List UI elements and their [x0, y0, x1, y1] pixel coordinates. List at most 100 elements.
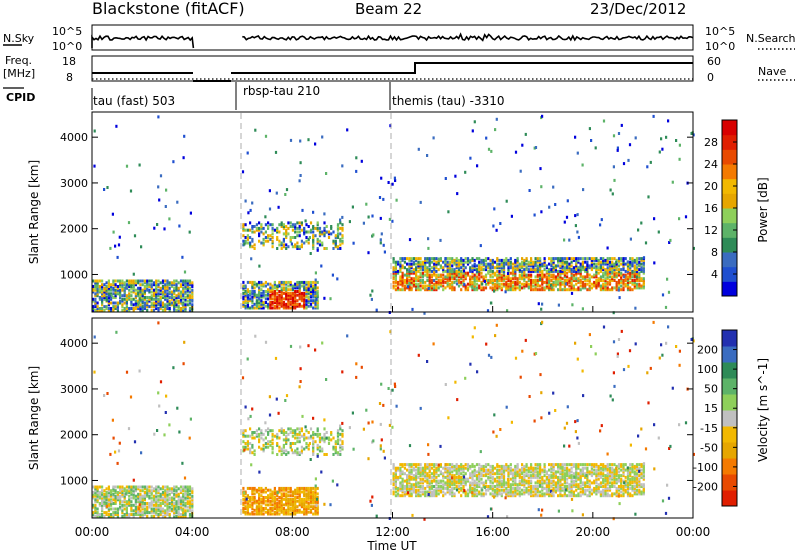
power-cell [516, 264, 519, 268]
velocity-cell [105, 496, 108, 500]
velocity-cell [419, 486, 422, 490]
velocity-cell [253, 512, 256, 516]
velocity-cell [552, 481, 555, 485]
power-cell [623, 275, 626, 279]
velocity-cell [159, 494, 162, 498]
power-cell [499, 222, 502, 225]
velocity-cell [121, 494, 124, 498]
velocity-cell [543, 470, 546, 474]
velocity-cell [439, 486, 442, 490]
power-cell [264, 293, 267, 297]
power-cell [613, 279, 616, 282]
power-cell [119, 283, 122, 287]
power-cell [563, 271, 566, 275]
velocity-cell [278, 512, 281, 516]
velocity-cell [408, 479, 411, 483]
power-cell [141, 307, 144, 310]
velocity-cell [303, 510, 306, 514]
power-cell [258, 290, 261, 293]
power-cell [128, 297, 131, 301]
velocity-cell [155, 496, 158, 500]
power-cell [101, 279, 104, 283]
velocity-cell [92, 485, 95, 489]
velocity-cell [157, 489, 160, 493]
power-cell [475, 264, 479, 268]
velocity-cell [442, 490, 445, 494]
power-cell [141, 305, 144, 309]
velocity-cell [253, 431, 256, 434]
power-cell [186, 296, 189, 299]
velocity-cell [478, 474, 481, 478]
velocity-cell [489, 492, 492, 496]
power-cell [294, 295, 297, 299]
power-cell [415, 273, 418, 277]
power-cell [509, 284, 512, 288]
power-cell [595, 271, 598, 275]
velocity-cell [435, 490, 438, 494]
velocity-cell [399, 486, 402, 490]
velocity-cell [415, 490, 418, 494]
power-cell [273, 291, 276, 295]
velocity-cell [260, 431, 263, 434]
velocity-cell [146, 511, 149, 515]
velocity-cell [242, 432, 245, 436]
power-cell [130, 290, 133, 294]
power-cell [616, 146, 619, 150]
power-cell [249, 228, 252, 232]
velocity-cell [150, 509, 153, 513]
power-cell [401, 279, 404, 282]
power-cell [107, 299, 110, 303]
power-cell [487, 271, 490, 275]
power-cell [258, 286, 261, 290]
power-cell [177, 296, 180, 299]
power-cell [98, 297, 101, 301]
power-cell [444, 280, 447, 284]
velocity-cell [271, 432, 274, 436]
power-cell [341, 215, 344, 219]
power-cell [473, 268, 476, 272]
power-cell [606, 275, 609, 279]
velocity-cell [246, 507, 249, 510]
power-cell [415, 271, 418, 275]
velocity-cell [455, 463, 458, 467]
velocity-cell [430, 475, 433, 479]
power-cell [291, 228, 294, 232]
power-cell [491, 271, 494, 275]
velocity-cell [155, 487, 158, 491]
power-cell [242, 223, 245, 227]
power-cell [428, 268, 431, 272]
velocity-cell [253, 453, 256, 456]
power-cell [175, 294, 178, 298]
power-cell [491, 264, 494, 268]
power-cell [242, 280, 245, 284]
velocity-cell [186, 502, 189, 505]
power-cell [492, 224, 495, 228]
power-cell [121, 281, 124, 285]
power-cell [179, 301, 183, 305]
power-cell [500, 268, 503, 272]
velocity-cell [399, 463, 402, 467]
power-cell [191, 303, 194, 307]
power-cell [620, 257, 623, 261]
power-cell [568, 277, 571, 281]
velocity-cell [182, 514, 185, 518]
power-cell [536, 257, 539, 261]
velocity-cell [92, 513, 95, 516]
velocity-cell [489, 470, 492, 474]
power-cell [633, 266, 636, 270]
velocity-cell [507, 481, 510, 485]
velocity-cell [271, 442, 274, 445]
velocity-cell [507, 488, 510, 492]
velocity-cell [267, 488, 270, 492]
velocity-cell [482, 466, 485, 470]
power-cell [105, 285, 108, 288]
power-cell [608, 268, 612, 272]
power-cell [309, 221, 313, 225]
velocity-cell [157, 509, 160, 513]
power-cell [453, 273, 456, 277]
power-cell [536, 269, 539, 273]
velocity-cell [545, 490, 548, 494]
power-cell [271, 302, 274, 306]
power-cell [523, 273, 526, 277]
power-cell [287, 291, 290, 295]
